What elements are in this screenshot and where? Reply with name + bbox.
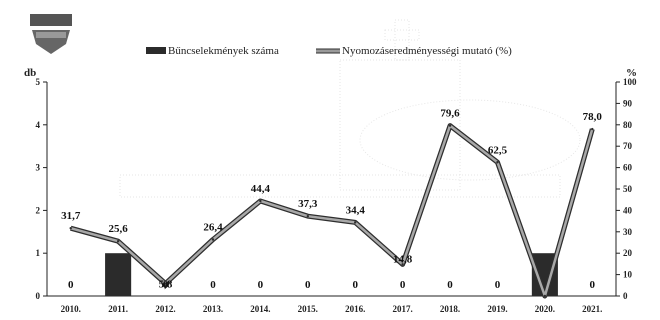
right-axis-unit: %: [626, 67, 637, 79]
right-tick-label: 100: [623, 77, 637, 87]
line-data-label: 26,4: [203, 222, 223, 234]
left-tick-label: 5: [36, 77, 41, 87]
line-point: [259, 199, 262, 203]
bar-data-label: 0: [68, 279, 74, 291]
x-tick-label: 2010.: [61, 304, 81, 314]
right-tick-label: 10: [623, 270, 633, 280]
x-tick-label: 2019.: [487, 304, 507, 314]
line-point: [591, 127, 594, 131]
legend-swatch-bar: [146, 47, 166, 54]
right-tick-label: 70: [623, 141, 633, 151]
line-point: [448, 124, 452, 127]
right-tick-label: 50: [623, 184, 633, 194]
bar-data-label: 0: [305, 279, 311, 291]
line-point: [543, 294, 547, 298]
line-point: [496, 161, 499, 164]
bar-data-label: 0: [495, 279, 501, 291]
bar-data-label: 0: [210, 279, 216, 291]
coat-of-arms-logo: [30, 14, 72, 54]
left-tick-label: 1: [36, 248, 41, 258]
line-data-label: 5,8: [159, 279, 173, 291]
line-data-label: 78,0: [583, 111, 603, 123]
line-data-label: 34,4: [346, 204, 366, 216]
right-tick-label: 20: [623, 248, 633, 258]
line-point: [211, 238, 215, 241]
x-tick-label: 2014.: [250, 304, 270, 314]
bar: [105, 253, 132, 296]
line-data-label: 31,7: [61, 210, 81, 222]
line-point: [306, 214, 309, 218]
bar-data-label: 0: [352, 279, 358, 291]
x-tick-label: 2015.: [298, 304, 318, 314]
line-data-label: 79,6: [440, 108, 460, 120]
background-watermark: [119, 19, 581, 198]
right-axis-ticks: 0 10 20 30 40 50 60 70 80 90 100: [616, 77, 637, 301]
x-tick-label: 2011.: [108, 304, 128, 314]
line-point: [116, 240, 120, 243]
right-tick-label: 30: [623, 227, 633, 237]
line-data-label: 25,6: [109, 223, 129, 235]
line-point: [164, 282, 167, 285]
legend-label-bar: Bűncselekmények száma: [168, 45, 279, 57]
left-tick-label: 4: [36, 120, 41, 130]
left-tick-label: 3: [36, 163, 41, 173]
line-point: [69, 226, 72, 230]
bar-data-label: 0: [590, 279, 596, 291]
left-axis-ticks: 0 1 2 3 4 5: [36, 77, 47, 301]
bar-data-label: 0: [400, 279, 406, 291]
x-tick-label: 2017.: [393, 304, 413, 314]
line-data-label: 14,8: [393, 253, 413, 265]
x-tick-label: 2013.: [203, 304, 223, 314]
line-data-label: 62,5: [488, 144, 508, 156]
x-tick-label: 2016.: [345, 304, 365, 314]
bar-data-label: 0: [163, 279, 169, 291]
x-tick-label: 2021.: [582, 304, 602, 314]
x-tick-label: 2018.: [440, 304, 460, 314]
left-tick-label: 0: [36, 291, 41, 301]
right-tick-label: 60: [623, 163, 633, 173]
x-tick-label: 2012.: [155, 304, 175, 314]
line-point: [354, 221, 357, 224]
legend-label-line: Nyomozáseredményességi mutató (%): [342, 45, 512, 57]
right-tick-label: 40: [623, 205, 633, 215]
line-data-label: 37,3: [298, 198, 318, 210]
line-data-labels: 31,7 25,6 5,8 26,4 44,4 37,3 34,4 14,8 79,6 62,5 7…: [61, 108, 602, 291]
right-tick-label: 80: [623, 120, 633, 130]
left-axis-unit: db: [24, 67, 36, 79]
right-tick-label: 90: [623, 98, 633, 108]
line-point: [401, 263, 404, 266]
bar-data-label: 0: [447, 279, 453, 291]
line-data-label: 44,4: [251, 183, 271, 195]
right-tick-label: 0: [623, 291, 628, 301]
bar-data-labels: 0 0 0 0 0 0 0 0 0 0: [68, 279, 596, 291]
line-series: [69, 123, 595, 299]
legend: Bűncselekmények száma Nyomozáseredményes…: [146, 45, 512, 57]
bar-data-label: 0: [258, 279, 264, 291]
left-tick-label: 2: [36, 205, 41, 215]
line-series-path: [70, 124, 594, 298]
x-tick-label: 2020.: [535, 304, 555, 314]
x-axis-categories: 2010. 2011. 2012. 2013. 2014. 2015. 2016. 2017.…: [61, 304, 603, 314]
